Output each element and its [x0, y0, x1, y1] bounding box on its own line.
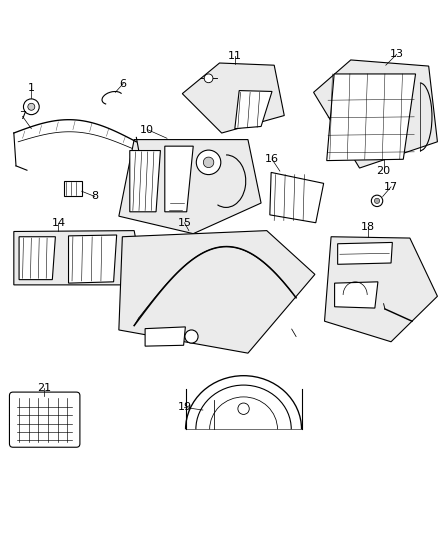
Text: 16: 16 [265, 154, 279, 164]
FancyBboxPatch shape [10, 392, 80, 447]
Circle shape [196, 150, 220, 175]
Polygon shape [234, 91, 272, 128]
Circle shape [371, 195, 382, 207]
Text: 21: 21 [37, 383, 51, 393]
Polygon shape [119, 231, 314, 353]
Polygon shape [269, 172, 323, 223]
Polygon shape [68, 235, 117, 283]
Text: 13: 13 [389, 49, 403, 59]
Circle shape [237, 403, 249, 415]
Text: 19: 19 [177, 402, 191, 413]
Polygon shape [130, 150, 160, 212]
Text: 20: 20 [376, 166, 390, 176]
Polygon shape [164, 146, 193, 212]
Text: 10: 10 [140, 125, 154, 134]
Text: 8: 8 [91, 191, 98, 201]
Circle shape [204, 74, 212, 83]
Text: 11: 11 [227, 51, 241, 61]
Circle shape [28, 103, 35, 110]
Circle shape [374, 198, 379, 204]
Polygon shape [326, 74, 415, 160]
Text: 15: 15 [177, 218, 191, 228]
Polygon shape [334, 282, 377, 308]
Polygon shape [19, 237, 55, 280]
Text: 6: 6 [120, 78, 127, 88]
Polygon shape [337, 243, 392, 264]
Text: 14: 14 [51, 218, 65, 228]
Polygon shape [182, 63, 284, 133]
Text: 7: 7 [19, 111, 26, 122]
Circle shape [23, 99, 39, 115]
Text: 18: 18 [360, 222, 374, 232]
Circle shape [184, 330, 198, 343]
Polygon shape [119, 140, 261, 233]
Polygon shape [64, 181, 81, 197]
Text: 1: 1 [28, 83, 35, 93]
Polygon shape [145, 327, 185, 346]
Polygon shape [14, 231, 144, 285]
Text: 17: 17 [383, 182, 397, 192]
Circle shape [203, 157, 213, 167]
Polygon shape [313, 60, 436, 168]
Polygon shape [324, 237, 436, 342]
